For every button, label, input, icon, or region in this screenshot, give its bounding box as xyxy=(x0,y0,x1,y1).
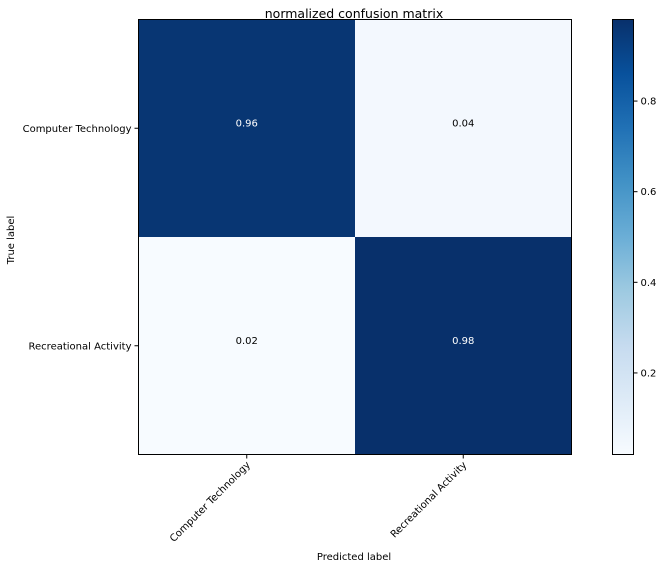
colorbar-tick-label: 0.4 xyxy=(641,278,657,289)
colorbar xyxy=(612,19,634,455)
chart-title: normalized confusion matrix xyxy=(265,6,443,21)
colorbar-ticks: 0.2 0.4 0.6 0.8 xyxy=(633,97,657,379)
y-axis-ticks: Computer Technology Recreational Activity xyxy=(23,124,139,352)
cell-value-label-r1-c1: 0.98 xyxy=(452,336,474,347)
x-axis-ticks: Computer Technology Recreational Activity xyxy=(168,454,470,545)
heatmap-cell-r0-c1 xyxy=(355,19,572,237)
y-tick-label: Recreational Activity xyxy=(29,341,132,352)
colorbar-tick-label: 0.8 xyxy=(641,97,657,108)
heatmap-cells xyxy=(138,19,572,455)
x-tick-label: Computer Technology xyxy=(168,460,253,545)
heatmap-cell-r1-c0 xyxy=(138,237,355,455)
plot-frame xyxy=(138,19,572,455)
colorbar-tick-label: 0.6 xyxy=(641,187,657,198)
heatmap-cell-r0-c0 xyxy=(138,19,355,237)
cell-value-label-r0-c1: 0.04 xyxy=(452,118,474,129)
cell-value-label-r1-c0: 0.02 xyxy=(236,336,258,347)
heatmap-cell-labels: 0.96 0.04 0.02 0.98 xyxy=(236,118,475,347)
y-axis-label: True label xyxy=(6,216,17,266)
heatmap-cell-r1-c1 xyxy=(355,237,572,455)
colorbar-tick-label: 0.2 xyxy=(641,368,657,379)
y-tick-label: Computer Technology xyxy=(23,124,132,135)
x-tick-label: Recreational Activity xyxy=(389,460,470,541)
x-axis-label: Predicted label xyxy=(317,552,391,563)
cell-value-label-r0-c0: 0.96 xyxy=(236,118,258,129)
